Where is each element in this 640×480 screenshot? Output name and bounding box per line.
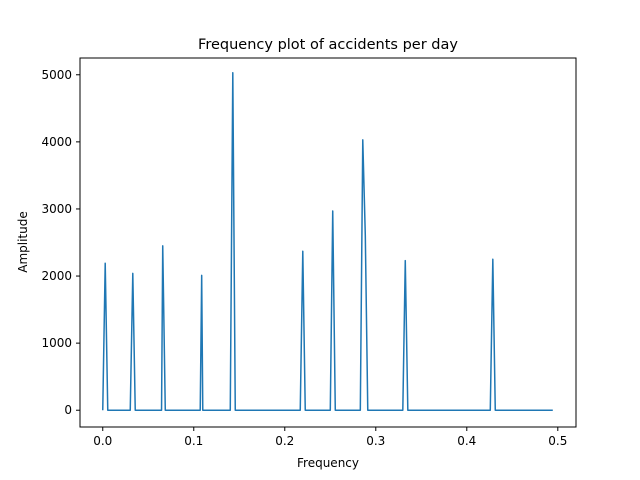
series-line-0 — [102, 72, 553, 411]
plot-area — [102, 72, 553, 411]
x-axis-label: Frequency — [297, 456, 359, 470]
y-tick-label: 5000 — [41, 68, 72, 82]
y-tick-label: 4000 — [41, 135, 72, 149]
x-tick-label: 0.2 — [275, 434, 294, 448]
y-axis-label: Amplitude — [16, 211, 30, 273]
y-tick-label: 3000 — [41, 202, 72, 216]
y-tick-label: 2000 — [41, 269, 72, 283]
y-axis: 0 1000 2000 3000 4000 5000 — [41, 68, 80, 417]
x-tick-label: 0.1 — [184, 434, 203, 448]
plot-frame — [79, 57, 577, 428]
x-tick-label: 0.0 — [93, 434, 112, 448]
x-axis: 0.0 0.1 0.2 0.3 0.4 0.5 — [93, 427, 567, 448]
y-tick-label: 0 — [64, 403, 72, 417]
y-tick-label: 1000 — [41, 336, 72, 350]
x-tick-label: 0.5 — [548, 434, 567, 448]
x-tick-label: 0.3 — [366, 434, 385, 448]
chart-title: Frequency plot of accidents per day — [198, 37, 458, 53]
x-tick-label: 0.4 — [457, 434, 476, 448]
